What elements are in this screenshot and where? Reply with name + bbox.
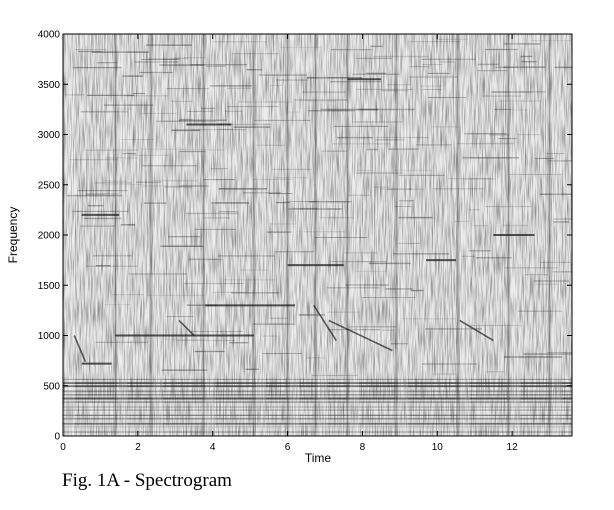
y-tick-label: 1500 xyxy=(38,281,61,292)
onset-band xyxy=(285,34,290,436)
onset-light-band xyxy=(349,34,360,436)
x-tick-label: 6 xyxy=(285,442,291,453)
pitch-glide xyxy=(178,319,195,337)
onset-band xyxy=(547,34,552,436)
onset-light-band xyxy=(117,34,128,436)
onset-band xyxy=(313,34,318,436)
y-tick-label: 3500 xyxy=(38,80,61,91)
onset-band xyxy=(394,34,398,436)
pitch-glide xyxy=(73,335,87,362)
onset-light-band xyxy=(65,34,75,436)
pitch-glides xyxy=(73,304,494,362)
x-axis-label: Time xyxy=(305,451,332,465)
x-tick-label: 12 xyxy=(507,442,519,453)
sustained-partials xyxy=(81,78,535,365)
noise-texture xyxy=(63,34,572,436)
onset-light-band xyxy=(152,34,163,436)
pitch-glide xyxy=(328,319,393,352)
onset-light-band xyxy=(459,34,470,436)
x-tick-label: 2 xyxy=(135,442,141,453)
pitch-glide xyxy=(313,304,337,341)
y-tick-label: 0 xyxy=(54,432,60,443)
onset-band xyxy=(345,34,350,436)
y-tick-label: 2000 xyxy=(38,231,61,242)
onset-band xyxy=(201,34,206,436)
harmonic-segments xyxy=(64,38,572,377)
onset-band xyxy=(113,34,118,436)
onset-light-band xyxy=(317,34,328,436)
onset-band xyxy=(149,34,153,436)
pitch-glide xyxy=(459,319,494,342)
y-tick-label: 4000 xyxy=(38,30,61,41)
x-tick-label: 10 xyxy=(432,442,444,453)
x-tick-label: 4 xyxy=(210,442,216,453)
low-frequency-partials xyxy=(63,378,572,433)
y-tick-label: 2500 xyxy=(38,180,61,191)
y-tick-label: 500 xyxy=(43,381,60,392)
onset-light-band xyxy=(398,34,409,436)
onset-light-band xyxy=(289,34,300,436)
spectrogram-chart: 0 2 4 6 8 10 12 0 500 1000 1500 2000 2500 3000 3500 400… xyxy=(6,30,573,465)
onset-band xyxy=(252,34,256,436)
onset-band xyxy=(456,34,460,436)
y-tick-label: 3000 xyxy=(38,130,61,141)
x-tick-label: 8 xyxy=(360,442,366,453)
y-axis-label: Frequency xyxy=(6,207,20,264)
onset-bands xyxy=(63,34,562,436)
y-tick-label: 1000 xyxy=(38,331,61,342)
onset-light-band xyxy=(255,34,266,436)
axis-ticks: 0 2 4 6 8 10 12 0 500 1000 1500 2000 2500 3000 3500 400… xyxy=(38,30,572,453)
spectrogram-content xyxy=(63,34,572,436)
figure-caption: Fig. 1A - Spectrogram xyxy=(62,470,232,491)
x-tick-label: 0 xyxy=(60,442,66,453)
onset-light-band xyxy=(205,34,216,436)
onset-light-band xyxy=(551,34,562,436)
